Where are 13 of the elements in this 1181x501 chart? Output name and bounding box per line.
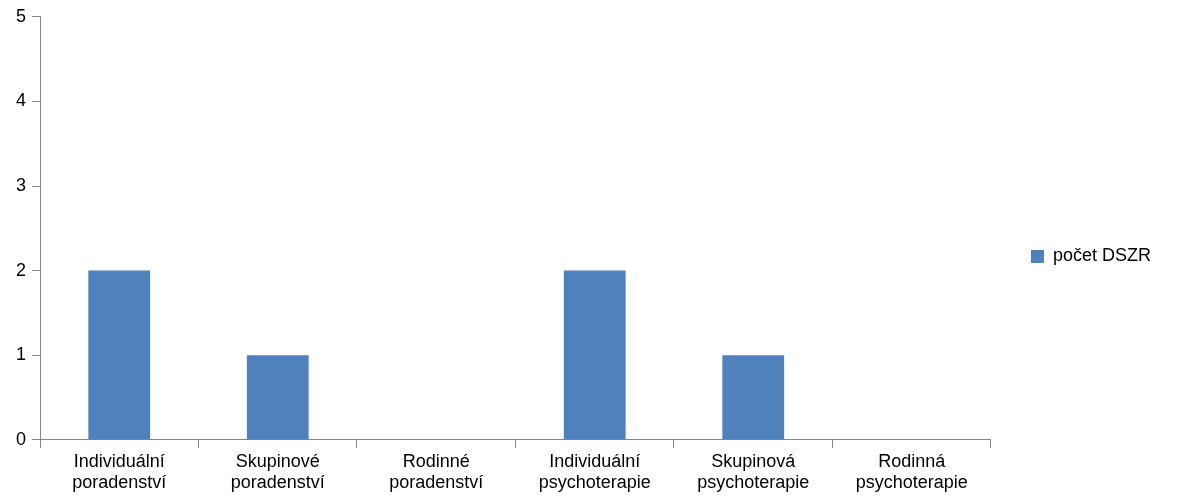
x-tick-label: Skupinové poradenství: [230, 450, 325, 493]
legend-label: počet DSZR: [1052, 245, 1152, 266]
y-tick-label: 5: [16, 5, 27, 26]
x-tick-label: Rodinná psychoterapie: [855, 450, 968, 493]
x-tick-label: Individuální psychoterapie: [538, 450, 651, 493]
y-tick-label: 0: [16, 428, 27, 449]
y-tick-label: 3: [16, 174, 27, 195]
x-tick-label: Rodinné poradenství: [389, 450, 484, 493]
x-tick-label: Skupinová psychoterapie: [697, 450, 810, 493]
x-tick-label: Individuální poradenství: [72, 450, 167, 493]
y-tick-label: 2: [16, 259, 27, 280]
y-tick-label: 4: [16, 90, 27, 111]
y-tick-label: 1: [16, 344, 27, 365]
